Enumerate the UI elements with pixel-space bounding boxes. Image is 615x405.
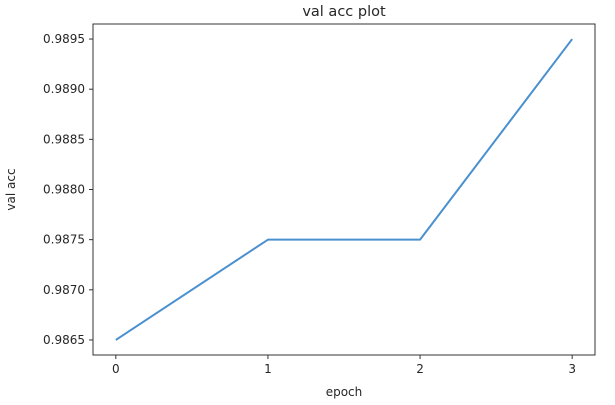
y-tick-label: 0.9875 xyxy=(43,233,85,247)
x-tick-label: 0 xyxy=(112,362,120,376)
x-axis-ticks: 0 1 2 3 xyxy=(112,355,576,376)
x-tick-label: 3 xyxy=(568,362,576,376)
y-tick-label: 0.9895 xyxy=(43,32,85,46)
y-tick-label: 0.9870 xyxy=(43,283,85,297)
y-tick-label: 0.9880 xyxy=(43,183,85,197)
x-axis-label: epoch xyxy=(326,385,363,399)
y-axis-label: val acc xyxy=(4,168,18,210)
val-acc-line xyxy=(115,38,573,341)
chart-title: val acc plot xyxy=(302,4,386,20)
x-tick-label: 2 xyxy=(416,362,424,376)
x-tick-label: 1 xyxy=(264,362,272,376)
y-axis-ticks: 0.9865 0.9870 0.9875 0.9880 0.9885 0.9890 0.98… xyxy=(43,32,93,347)
y-tick-label: 0.9885 xyxy=(43,132,85,146)
y-tick-label: 0.9865 xyxy=(43,333,85,347)
y-tick-label: 0.9890 xyxy=(43,82,85,96)
